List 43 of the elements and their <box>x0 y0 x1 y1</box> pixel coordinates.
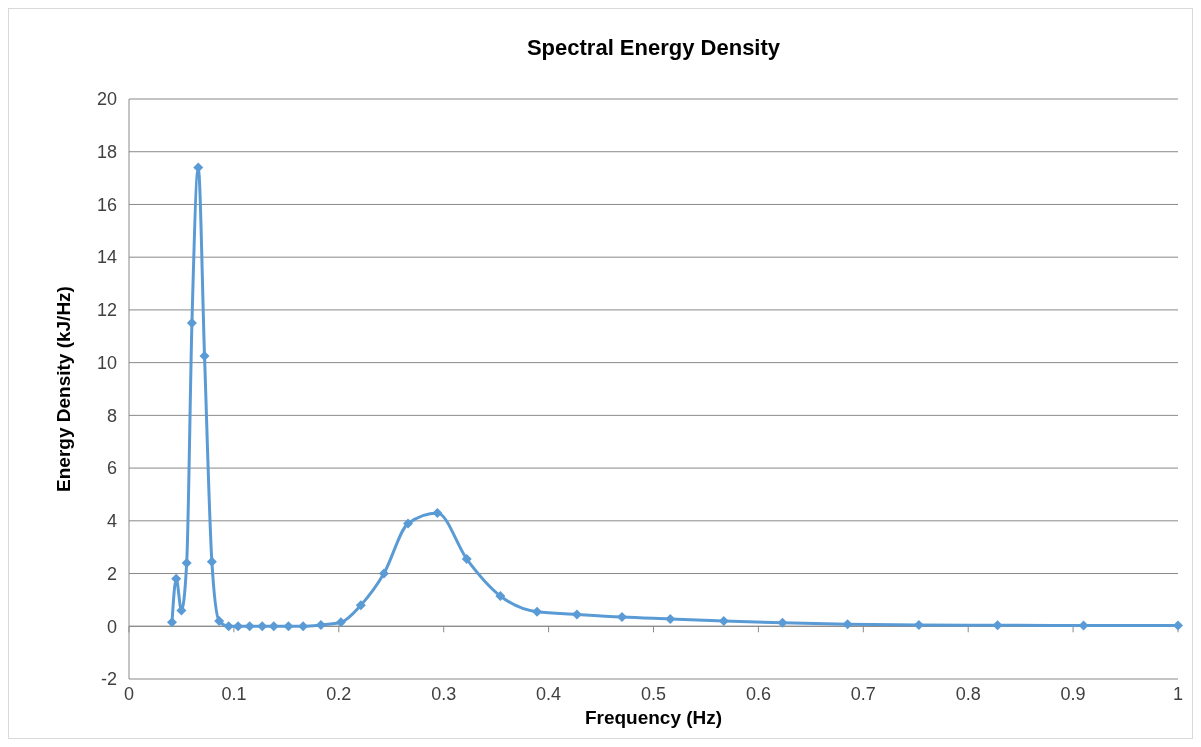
y-tick-label: 10 <box>96 352 117 373</box>
point <box>842 619 853 630</box>
point <box>283 621 294 632</box>
y-tick-label: 16 <box>96 194 117 215</box>
y-tick-label: 12 <box>96 300 117 321</box>
x-tick-label: 0.4 <box>536 683 562 704</box>
x-tick-label: 0.9 <box>1060 683 1086 704</box>
y-tick-label: 2 <box>106 563 117 584</box>
point <box>355 600 366 611</box>
point <box>777 617 788 628</box>
point <box>244 621 255 632</box>
x-tick-label: 0.2 <box>326 683 352 704</box>
x-tick-label: 0.8 <box>955 683 981 704</box>
y-tick-label: 20 <box>96 89 117 110</box>
y-axis-title: Energy Density (kJ/Hz) <box>53 286 74 492</box>
point <box>214 616 225 626</box>
point <box>181 558 192 568</box>
x-tick-label: 0 <box>123 683 135 704</box>
y-tick-label: 18 <box>96 142 117 163</box>
point <box>461 554 472 565</box>
point <box>571 609 582 620</box>
y-tick-label: 6 <box>106 458 117 479</box>
point <box>495 590 506 601</box>
x-tick-label: 1 <box>1172 683 1184 704</box>
chart-title: Spectral Energy Density <box>526 35 781 60</box>
point <box>167 617 178 628</box>
point <box>532 606 543 617</box>
x-tick-label: 0.3 <box>431 683 457 704</box>
x-tick-label: 0.5 <box>640 683 667 704</box>
x-tick-label: 0.6 <box>745 683 771 704</box>
x-tick-label: 0.1 <box>221 683 247 704</box>
point <box>403 518 414 529</box>
point <box>432 507 443 518</box>
y-tick-label: 8 <box>106 405 117 426</box>
y-tick-label: -2 <box>100 669 117 690</box>
point <box>223 621 234 632</box>
y-tick-label: 0 <box>106 616 117 637</box>
x-axis-title: Frequency (Hz) <box>584 707 723 728</box>
y-tick-label: 4 <box>106 511 117 532</box>
y-tick-label: 14 <box>96 247 117 268</box>
x-tick-label: 0.7 <box>850 683 876 704</box>
point <box>378 568 389 579</box>
point <box>335 617 346 628</box>
